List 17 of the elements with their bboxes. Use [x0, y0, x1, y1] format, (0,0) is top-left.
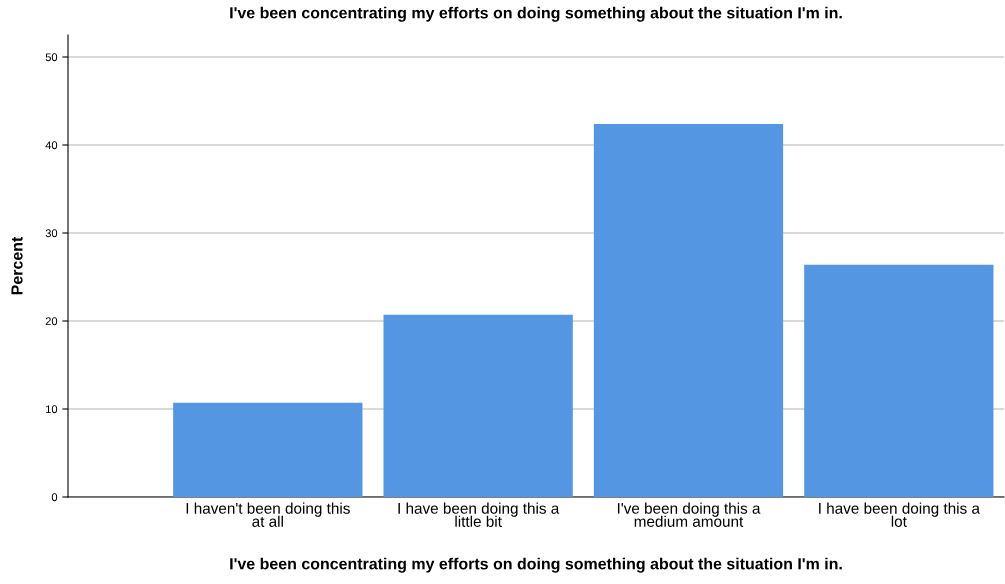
x-tick-label: I have been doing this a little bit [398, 502, 560, 527]
x-tick-label: I have been doing this a lot [819, 502, 980, 527]
y-tick-label: 30 [45, 229, 58, 238]
y-axis-title: Percent [11, 236, 23, 295]
y-tick-label: 50 [45, 53, 58, 62]
bar [173, 402, 363, 497]
chart-title: I've been concentrating my efforts on doing something about the situation I'm in. [230, 6, 842, 22]
x-axis-title: I've been concentrating my efforts on doing something about the situation I'm in. [230, 557, 842, 573]
y-tick-label: 0 [51, 493, 58, 502]
x-tick-label: I've been doing this a medium amount [617, 502, 761, 527]
y-tick-label: 40 [45, 141, 58, 150]
bar [593, 123, 784, 497]
x-tick-label: I haven't been doing this at all [186, 502, 350, 527]
y-tick-label: 20 [45, 317, 58, 326]
bar [383, 314, 573, 497]
bar [804, 264, 994, 497]
y-tick-label: 10 [46, 405, 58, 414]
